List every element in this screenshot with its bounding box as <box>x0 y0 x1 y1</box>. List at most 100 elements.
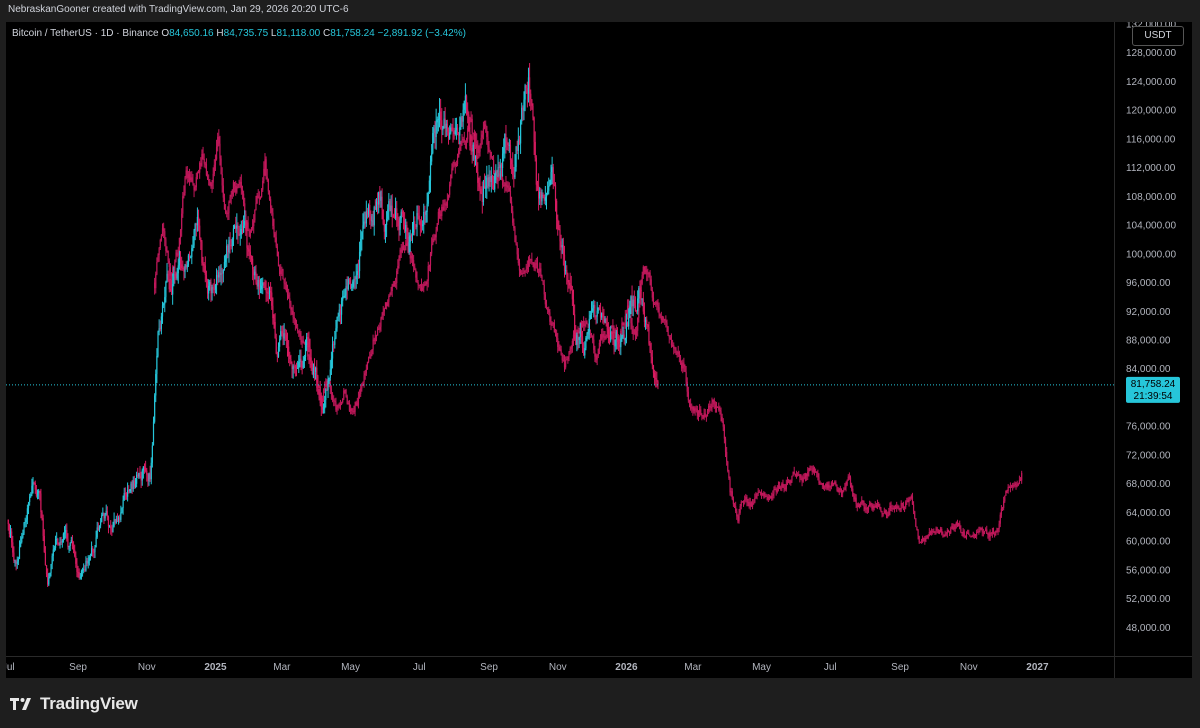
candle-body <box>250 256 253 259</box>
candle-body <box>793 471 795 474</box>
candle-body <box>381 196 383 210</box>
candle-body <box>785 484 787 490</box>
candle-body <box>782 483 784 486</box>
candle-body <box>395 282 397 284</box>
candle-body <box>596 310 598 317</box>
y-tick-label: 108,000.00 <box>1126 192 1176 203</box>
candle-body <box>165 281 167 298</box>
candle-body <box>820 482 822 484</box>
candle-body <box>506 141 508 143</box>
candle-body <box>188 255 191 259</box>
candle-body <box>980 527 982 530</box>
candle-body <box>883 510 885 514</box>
candle-body <box>545 194 548 198</box>
candle-body <box>92 548 94 552</box>
price-chart[interactable]: 48,000.00 52,000.00 56,000.00 60,000.00 64,0… <box>6 22 1192 678</box>
candle-body <box>557 219 559 230</box>
candle-body <box>507 142 509 145</box>
candle-body <box>962 531 964 534</box>
candle-body <box>418 215 420 222</box>
candle-body <box>534 263 536 269</box>
candle-body <box>994 534 996 536</box>
candle-body <box>871 504 873 509</box>
candle-body <box>603 317 605 323</box>
candle-body <box>921 537 924 542</box>
candle-body <box>690 403 692 409</box>
symbol-name[interactable]: Bitcoin / TetherUS · 1D · Binance <box>12 28 159 39</box>
candle-body <box>114 519 116 523</box>
candle-body <box>827 484 829 489</box>
candle-body <box>471 118 473 133</box>
candle-body <box>581 336 584 348</box>
candle-body <box>583 347 585 356</box>
candle-body <box>327 380 329 391</box>
chart-pane[interactable]: Bitcoin / TetherUS · 1D · Binance O84,65… <box>6 22 1192 678</box>
candle-body <box>799 475 801 478</box>
candle-body <box>78 572 80 578</box>
candle-body <box>440 214 442 216</box>
candle-body <box>727 461 729 472</box>
candle-body <box>215 146 218 160</box>
candle-body <box>491 175 494 186</box>
candle-body <box>261 285 263 289</box>
candle-body <box>458 132 460 136</box>
candle-body <box>249 231 251 237</box>
candle-body <box>120 512 122 520</box>
candle-body <box>223 262 226 270</box>
candle-body <box>791 475 793 481</box>
candle-body <box>398 226 400 230</box>
candle-body <box>611 325 613 328</box>
candle-body <box>593 305 595 309</box>
candle-body <box>232 182 235 190</box>
candle-body <box>739 505 741 513</box>
candle-body <box>435 230 437 238</box>
candle-body <box>561 354 563 361</box>
candle-body <box>172 267 174 274</box>
candle-body <box>542 194 544 196</box>
candle-body <box>472 132 474 134</box>
candle-body <box>576 335 578 345</box>
candle-body <box>217 136 219 147</box>
change-value: −2,891.92 (−3.42%) <box>377 28 466 39</box>
y-tick-label: 88,000.00 <box>1126 336 1171 347</box>
candle-body <box>410 255 412 259</box>
candle-body <box>396 208 398 221</box>
candle-body <box>489 151 491 153</box>
candle-body <box>459 127 461 136</box>
candle-body <box>460 141 462 147</box>
candle-body <box>688 400 691 404</box>
candle-body <box>565 360 567 368</box>
candle-body <box>497 166 499 173</box>
candle-body <box>99 522 102 526</box>
candle-body <box>569 282 571 286</box>
candle-body <box>746 497 748 503</box>
candle-body <box>563 360 566 368</box>
candle-body <box>242 225 245 233</box>
candle-body <box>650 352 652 357</box>
candle-body <box>86 560 88 564</box>
candle-body <box>26 508 28 520</box>
candle-body <box>339 404 342 406</box>
candle-body <box>471 148 473 152</box>
x-tick-label: Jul <box>413 662 426 673</box>
candle-body <box>277 346 280 357</box>
candle-body <box>280 270 282 275</box>
candle-body <box>522 107 524 111</box>
candle-body <box>998 523 1000 529</box>
candle-body <box>413 260 415 267</box>
candle-body <box>483 186 486 189</box>
candle-body <box>244 203 246 215</box>
candle-body <box>719 410 721 412</box>
candle-body <box>81 570 84 572</box>
candle-body <box>587 324 589 328</box>
candle-body <box>157 331 159 356</box>
candle-body <box>365 210 367 224</box>
currency-button[interactable]: USDT <box>1132 26 1184 46</box>
candle-body <box>300 336 302 343</box>
candle-body <box>360 239 362 252</box>
candle-body <box>244 221 246 226</box>
candle-body <box>224 209 227 213</box>
candle-body <box>510 201 513 212</box>
candle-body <box>343 295 345 297</box>
candle-body <box>533 262 535 269</box>
